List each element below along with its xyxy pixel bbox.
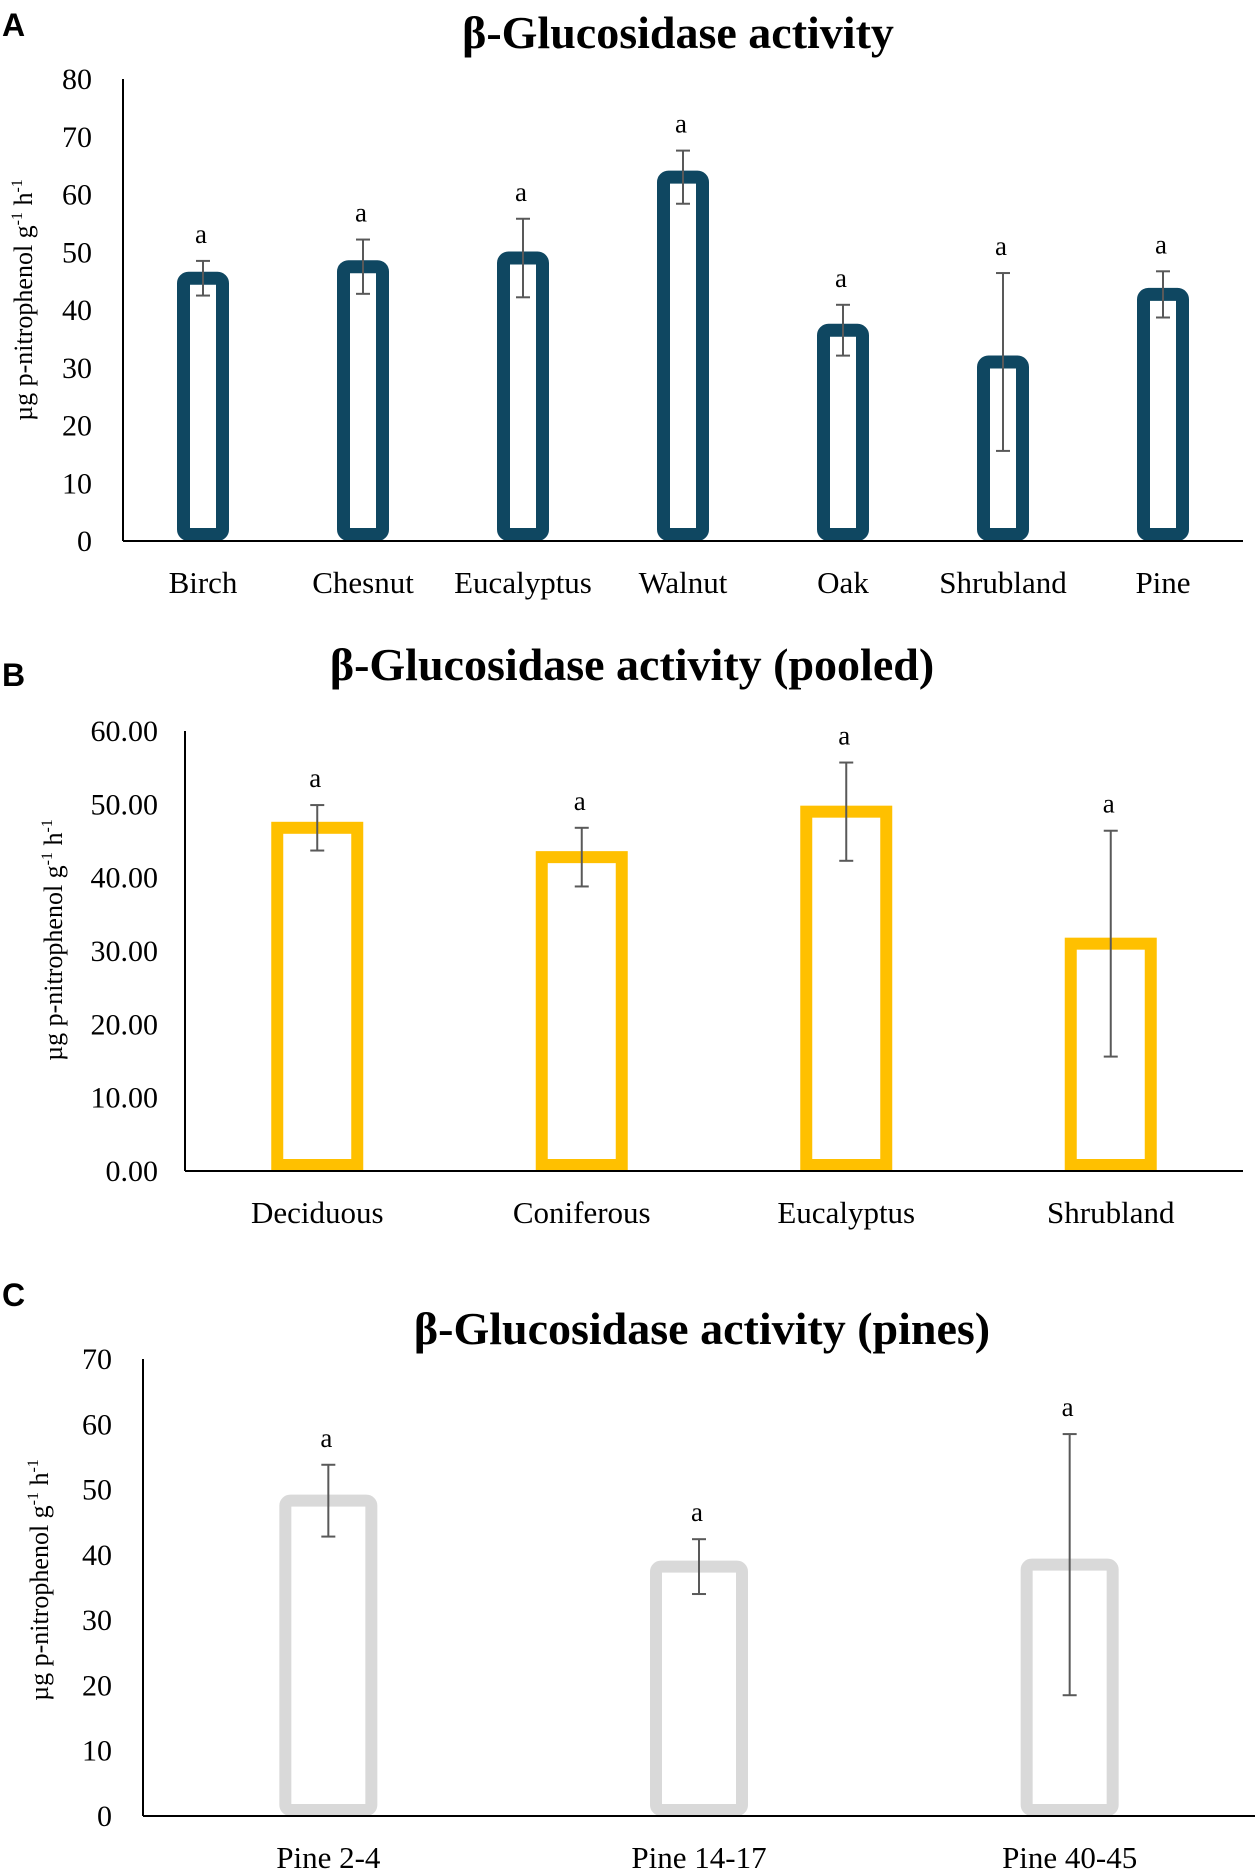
y-tick-label: 50.00: [91, 788, 159, 821]
bar-oak: [817, 323, 869, 541]
significance-letter: a: [195, 219, 207, 249]
y-tick-label: 30: [62, 352, 92, 385]
bar-birch: [177, 271, 229, 541]
y-tick-label: 30: [82, 1604, 112, 1637]
panel-c: C β-Glucosidase activity (pines) 0 10 20 30…: [2, 1277, 1255, 1873]
error-bar: [839, 761, 854, 862]
error-bar: [310, 804, 325, 852]
error-bar: [574, 826, 589, 888]
significance-letter: a: [1103, 789, 1115, 819]
panel-b: B β-Glucosidase activity (pooled) 0.00 10…: [2, 639, 1243, 1230]
error-bar: [1156, 270, 1170, 319]
y-tick-label: 20: [82, 1669, 112, 1702]
x-tick-label: Eucalyptus: [454, 565, 592, 600]
x-tick-label: Pine 2-4: [276, 1840, 381, 1873]
error-bar: [676, 149, 690, 205]
y-tick-label: 50: [82, 1474, 112, 1507]
bar-coniferous: [535, 851, 628, 1172]
y-tick-label: 40.00: [91, 862, 159, 895]
significance-letter: a: [355, 198, 367, 228]
y-tick-label: 0: [97, 1800, 112, 1833]
y-tick-label: 70: [62, 121, 92, 154]
x-tick-label: Deciduous: [251, 1195, 384, 1230]
error-bar: [1062, 1433, 1077, 1697]
significance-letter: a: [1155, 229, 1167, 259]
y-axis-title-c: µg p-nitrophenol g-1 h-1: [25, 1459, 54, 1701]
y-tick-label: 50: [62, 236, 92, 269]
bar-eucalyptus: [800, 805, 893, 1172]
y-tick-label: 20.00: [91, 1008, 159, 1041]
significance-letter: a: [675, 109, 687, 139]
x-tick-label: Pine: [1135, 565, 1190, 600]
significance-letter: a: [995, 231, 1007, 261]
significance-letter: a: [515, 177, 527, 207]
y-tick-label: 70: [82, 1343, 112, 1376]
y-tick-label: 40: [82, 1539, 112, 1572]
x-tick-label: Pine 14-17: [631, 1840, 766, 1873]
y-tick-label: 20: [62, 410, 92, 443]
panel-letter-b: B: [2, 657, 25, 693]
error-bar: [996, 272, 1010, 452]
bar-chesnut: [337, 260, 389, 541]
chart-title-c: β-Glucosidase activity (pines): [414, 1303, 990, 1354]
plot-area-b: 0.00 10.00 20.00 30.00 40.00 50.00 60.00 µg p-n…: [39, 715, 1243, 1230]
y-axis-title-b: µg p-nitrophenol g-1 h-1: [39, 819, 68, 1061]
y-tick-label: 60.00: [91, 715, 159, 748]
bar-eucalyptus: [497, 251, 549, 541]
y-tick-label: 10.00: [91, 1082, 159, 1115]
panel-letter-c: C: [2, 1277, 25, 1313]
significance-letter: a: [691, 1497, 703, 1527]
y-tick-label: 10: [62, 467, 92, 500]
x-tick-label: Chesnut: [312, 565, 414, 600]
bar-deciduous: [271, 821, 364, 1171]
bar-pine: [1137, 287, 1189, 541]
x-tick-label: Oak: [817, 565, 869, 600]
significance-letter: a: [320, 1423, 332, 1453]
bar-pine-14-17: [650, 1560, 748, 1816]
plot-area-c: 0 10 20 30 40 50 60 70 µg p-nitrophenol g-1 h-1 a…: [25, 1343, 1255, 1873]
y-tick-label: 60: [82, 1408, 112, 1441]
panel-a: A β-Glucosidase activity 0 10 20 30 40 50 60 70…: [2, 7, 1243, 600]
y-tick-label: 10: [82, 1735, 112, 1768]
chart-title-a: β-Glucosidase activity: [462, 7, 894, 58]
chart-title-b: β-Glucosidase activity (pooled): [330, 639, 934, 690]
y-tick-label: 40: [62, 294, 92, 327]
significance-letter: a: [309, 763, 321, 793]
y-tick-label: 80: [62, 63, 92, 96]
bar-pine-2-4: [279, 1494, 378, 1817]
significance-letter: a: [1062, 1392, 1074, 1422]
y-axis-title-a: µg p-nitrophenol g-1 h-1: [9, 179, 38, 421]
x-tick-label: Walnut: [639, 565, 728, 600]
y-tick-label: 0.00: [106, 1155, 159, 1188]
x-tick-label: Coniferous: [513, 1195, 651, 1230]
y-tick-label: 0: [77, 525, 92, 558]
error-bar: [356, 238, 370, 295]
plot-area-a: 0 10 20 30 40 50 60 70 80 µg p-nitrophenol g-1 h-…: [9, 63, 1243, 600]
x-tick-label: Birch: [169, 565, 238, 600]
x-tick-label: Pine 40-45: [1002, 1840, 1137, 1873]
x-tick-label: Shrubland: [939, 565, 1067, 600]
x-tick-label: Eucalyptus: [777, 1195, 915, 1230]
panel-letter-a: A: [2, 7, 25, 43]
x-tick-label: Shrubland: [1047, 1195, 1175, 1230]
error-bar: [516, 217, 530, 299]
error-bar: [836, 303, 850, 357]
y-tick-label: 60: [62, 179, 92, 212]
error-bar: [321, 1463, 336, 1538]
error-bar: [196, 259, 210, 297]
error-bar: [1103, 829, 1118, 1058]
significance-letter: a: [838, 721, 850, 751]
y-tick-label: 30.00: [91, 935, 159, 968]
error-bar: [692, 1538, 706, 1596]
bar-walnut: [657, 170, 709, 542]
significance-letter: a: [574, 786, 586, 816]
significance-letter: a: [835, 263, 847, 293]
